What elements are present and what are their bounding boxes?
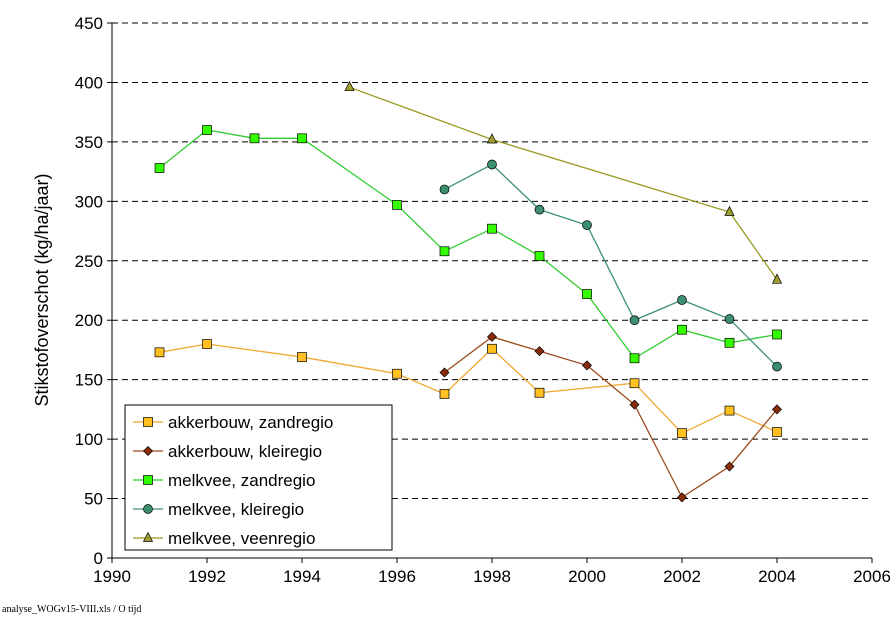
series-line: [444, 336, 778, 499]
y-tick-label: 150: [75, 371, 103, 390]
marker: [772, 404, 782, 415]
marker: [487, 331, 497, 342]
y-tick-label: 350: [75, 133, 103, 152]
y-tick-label: 0: [94, 549, 103, 568]
legend-box: [124, 404, 393, 551]
marker: [724, 461, 735, 472]
x-tick-label: 1994: [283, 567, 321, 586]
legend-label: akkerbouw, zandregio: [168, 413, 333, 432]
marker: [582, 220, 592, 230]
series-line: [159, 129, 778, 360]
y-tick-label: 50: [84, 490, 103, 509]
y-tick-label: 400: [75, 73, 103, 92]
x-tick-label: 2000: [568, 567, 606, 586]
series-line: [349, 86, 778, 281]
marker: [677, 324, 687, 335]
marker: [392, 200, 402, 210]
marker: [154, 347, 165, 358]
x-tick-label: 1990: [93, 567, 131, 586]
x-tick-label: 2006: [853, 567, 891, 586]
legend-marker: [143, 475, 153, 485]
marker: [344, 80, 355, 92]
marker: [534, 346, 545, 357]
marker: [202, 125, 212, 135]
marker: [724, 405, 735, 416]
marker: [297, 352, 307, 362]
legend-marker: [143, 417, 153, 427]
marker: [439, 184, 450, 195]
marker: [202, 339, 212, 349]
legend-label: melkvee, veenregio: [168, 529, 315, 548]
marker: [439, 367, 450, 378]
marker: [629, 399, 640, 410]
footer: analyse_WOGv15-VIII.xls / O tijd: [2, 604, 141, 615]
y-axis-label: Stikstofoverschot (kg/ha/jaar): [32, 173, 52, 406]
marker: [534, 387, 545, 398]
marker: [534, 251, 545, 261]
y-tick-label: 250: [75, 252, 103, 271]
marker: [486, 133, 498, 144]
marker: [772, 361, 782, 372]
marker: [677, 492, 687, 503]
series-line: [444, 163, 778, 368]
marker: [534, 204, 545, 215]
legend-marker: [142, 531, 154, 542]
marker: [629, 378, 640, 389]
marker: [439, 389, 450, 399]
y-tick-label: 300: [75, 192, 103, 211]
marker: [677, 295, 687, 305]
marker: [629, 315, 640, 326]
marker: [487, 223, 497, 234]
marker: [724, 314, 735, 324]
legend-label: melkvee, zandregio: [168, 471, 315, 490]
legend-label: akkerbouw, kleiregio: [168, 442, 322, 461]
marker: [154, 163, 165, 173]
marker: [582, 360, 592, 371]
marker: [772, 329, 782, 340]
x-tick-label: 1992: [188, 567, 226, 586]
marker: [487, 343, 497, 354]
marker: [249, 133, 260, 144]
marker: [724, 337, 735, 348]
marker: [487, 159, 497, 170]
x-tick-label: 2004: [758, 567, 796, 586]
legend-marker: [143, 504, 153, 514]
marker: [771, 273, 783, 284]
legend-label: melkvee, kleiregio: [168, 500, 304, 519]
x-tick-label: 1998: [473, 567, 511, 586]
marker: [724, 205, 735, 216]
y-tick-label: 200: [75, 311, 103, 330]
marker: [629, 353, 640, 364]
x-tick-label: 2002: [663, 567, 701, 586]
marker: [297, 133, 307, 144]
marker: [392, 368, 402, 379]
marker: [582, 289, 592, 299]
x-tick-label: 1996: [378, 567, 416, 586]
marker: [677, 428, 687, 439]
y-tick-label: 450: [75, 14, 103, 33]
marker: [439, 246, 450, 257]
marker: [772, 427, 782, 437]
legend-marker: [143, 446, 153, 456]
y-tick-label: 100: [75, 430, 103, 449]
